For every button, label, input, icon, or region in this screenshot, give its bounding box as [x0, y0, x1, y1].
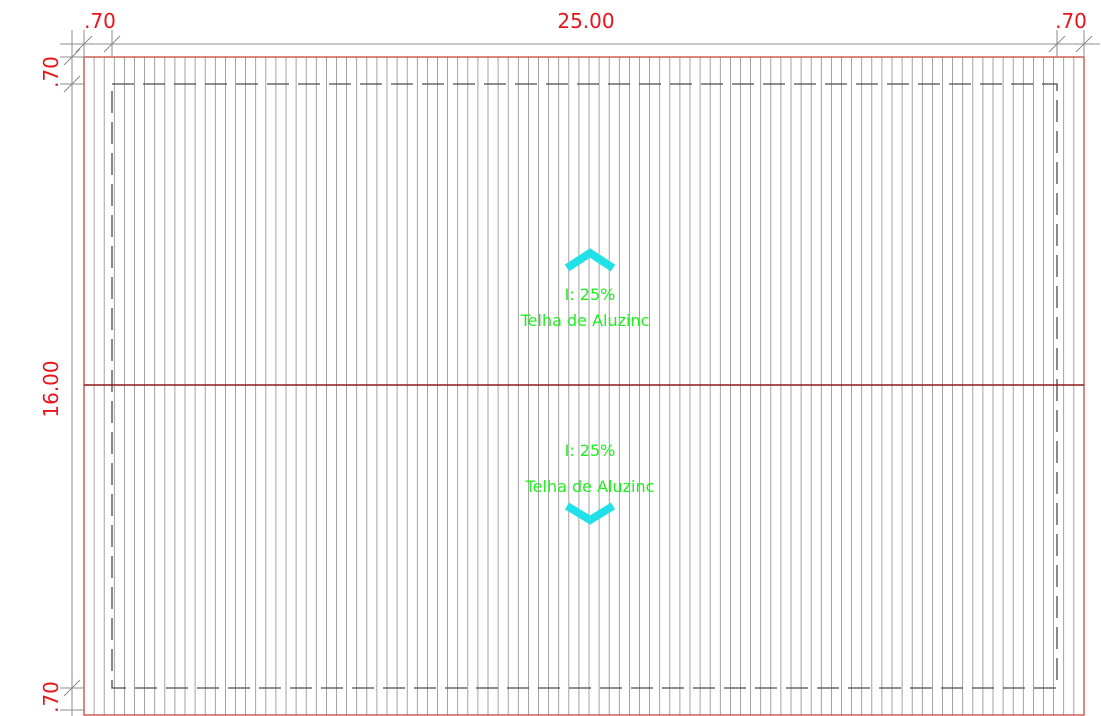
chevron-up-icon [564, 248, 616, 272]
dim-left-top-overhang: .70 [39, 56, 63, 88]
roof-sheet-lines [93, 57, 1075, 715]
dim-left-bottom-overhang: .70 [39, 681, 63, 713]
roof-outline [83, 56, 1085, 716]
upper-slope-label: I: 25% [565, 285, 616, 304]
dim-top-width: 25.00 [557, 9, 614, 33]
wall-outline-dashed [111, 83, 1058, 689]
dim-top-right-overhang: .70 [1055, 9, 1087, 33]
dimension-lines-left [60, 30, 84, 716]
upper-material-label: Telha de Aluzinc [520, 311, 650, 330]
lower-material-label: Telha de Aluzinc [525, 477, 655, 496]
dim-left-height: 16.00 [39, 360, 63, 417]
chevron-down-icon [564, 502, 616, 525]
dim-top-left-overhang: .70 [84, 9, 116, 33]
dimension-lines-top [60, 30, 1100, 57]
lower-slope-label: I: 25% [565, 441, 616, 460]
